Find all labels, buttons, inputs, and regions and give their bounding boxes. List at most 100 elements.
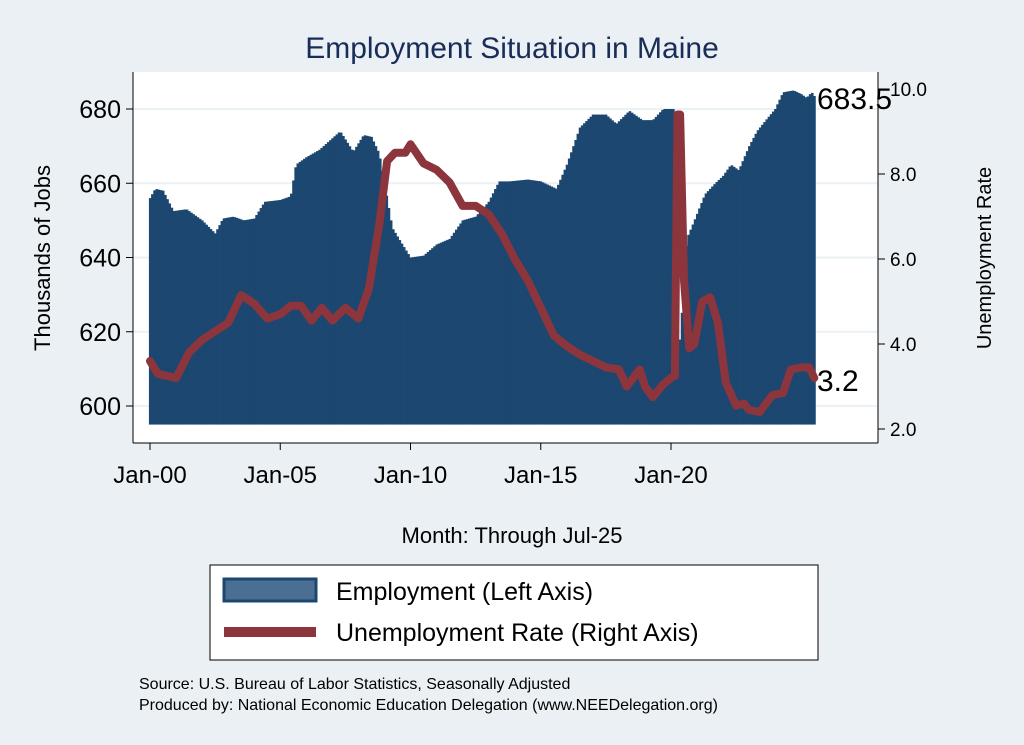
employment-bar [580, 125, 584, 425]
employment-bar [159, 190, 163, 425]
employment-bar [422, 255, 426, 425]
employment-bar [606, 116, 610, 425]
employment-bar [468, 218, 471, 425]
employment-bar [181, 209, 185, 425]
employment-bar [741, 161, 745, 425]
employment-bar [298, 161, 302, 425]
employment-bar [806, 96, 810, 425]
employment-bar [730, 165, 734, 425]
left-tick-label: 620 [79, 319, 121, 347]
employment-bar [780, 95, 784, 425]
employment-end-label: 683.5 [817, 83, 892, 116]
employment-bar [544, 183, 547, 425]
employment-bar [357, 143, 360, 425]
employment-bar [187, 211, 191, 425]
employment-bar [483, 206, 486, 425]
legend: Employment (Left Axis) Unemployment Rate… [209, 564, 819, 661]
employment-bar [591, 114, 595, 425]
employment-bar [797, 93, 801, 425]
left-tick-label: 660 [79, 170, 121, 198]
employment-bar [316, 151, 319, 425]
employment-bar [600, 114, 604, 425]
employment-bar [342, 136, 345, 425]
employment-bar [383, 183, 386, 425]
employment-bar [633, 114, 636, 425]
source-note: Source: U.S. Bureau of Labor Statistics,… [139, 676, 570, 693]
employment-bar [420, 255, 423, 425]
employment-bar [615, 123, 619, 425]
x-tick-label: Jan-20 [634, 462, 707, 489]
employment-bar [750, 142, 753, 425]
unemployment-line [146, 110, 819, 416]
employment-bar [745, 151, 749, 425]
employment-bar [203, 222, 206, 425]
employment-bar [561, 174, 564, 425]
employment-bar [170, 207, 174, 425]
employment-bar [385, 195, 389, 425]
employment-bar [324, 144, 328, 425]
employment-bar [452, 232, 456, 425]
employment-bar [446, 239, 449, 425]
employment-bar [242, 220, 245, 425]
employment-bar [680, 312, 684, 425]
left-tick-label: 640 [79, 245, 121, 273]
employment-bar [496, 184, 499, 425]
employment-bar [717, 179, 721, 425]
employment-bar [667, 109, 671, 425]
employment-bar [528, 179, 532, 425]
employment-bar [654, 116, 658, 425]
employment-bar [174, 210, 178, 425]
employment-bar [502, 181, 506, 425]
employment-bar [424, 253, 428, 425]
employment-bar [400, 243, 404, 425]
employment-bar [255, 215, 258, 425]
employment-bar [808, 94, 812, 425]
employment-bar [164, 194, 167, 425]
employment-bar [587, 118, 590, 425]
employment-bar [628, 111, 632, 425]
employment-bar [305, 157, 308, 425]
employment-bar [431, 248, 434, 425]
employment-bar [470, 217, 473, 425]
employment-bar [804, 97, 808, 425]
employment-bar [331, 138, 334, 425]
employment-bar [151, 194, 154, 425]
employment-bar [407, 254, 410, 425]
employment-bar [763, 122, 766, 425]
employment-bar [244, 220, 248, 425]
employment-bar [485, 204, 488, 425]
employment-bar [639, 118, 643, 425]
employment-bar [489, 197, 493, 425]
employment-bar [748, 146, 751, 425]
employment-bar [435, 244, 439, 425]
employment-bar [476, 214, 480, 425]
employment-bar [402, 247, 406, 425]
employment-bar [376, 150, 380, 425]
employment-bar [511, 181, 515, 425]
employment-bar [565, 164, 569, 425]
employment-bar [782, 92, 786, 425]
employment-bar [643, 120, 647, 425]
employment-bar [172, 211, 176, 425]
employment-bar [398, 240, 402, 425]
employment-bar [233, 217, 237, 425]
employment-bar [478, 211, 482, 425]
employment-bar [379, 158, 382, 425]
employment-bar [405, 250, 408, 425]
employment-bar [622, 116, 625, 425]
legend-label-unemployment: Unemployment Rate (Right Axis) [336, 619, 699, 647]
employment-bar [524, 179, 528, 425]
employment-bar [350, 149, 354, 425]
right-tick-label: 4.0 [890, 335, 916, 356]
employment-bar [593, 114, 597, 425]
employment-bar [329, 140, 332, 425]
employment-bar [415, 256, 419, 425]
employment-bar [166, 199, 169, 425]
employment-bar [472, 217, 475, 425]
employment-bar [444, 240, 447, 425]
employment-bar [652, 119, 656, 425]
employment-bar [735, 168, 738, 425]
employment-bar [177, 210, 180, 425]
employment-bar [778, 99, 782, 425]
employment-bar [411, 257, 415, 425]
